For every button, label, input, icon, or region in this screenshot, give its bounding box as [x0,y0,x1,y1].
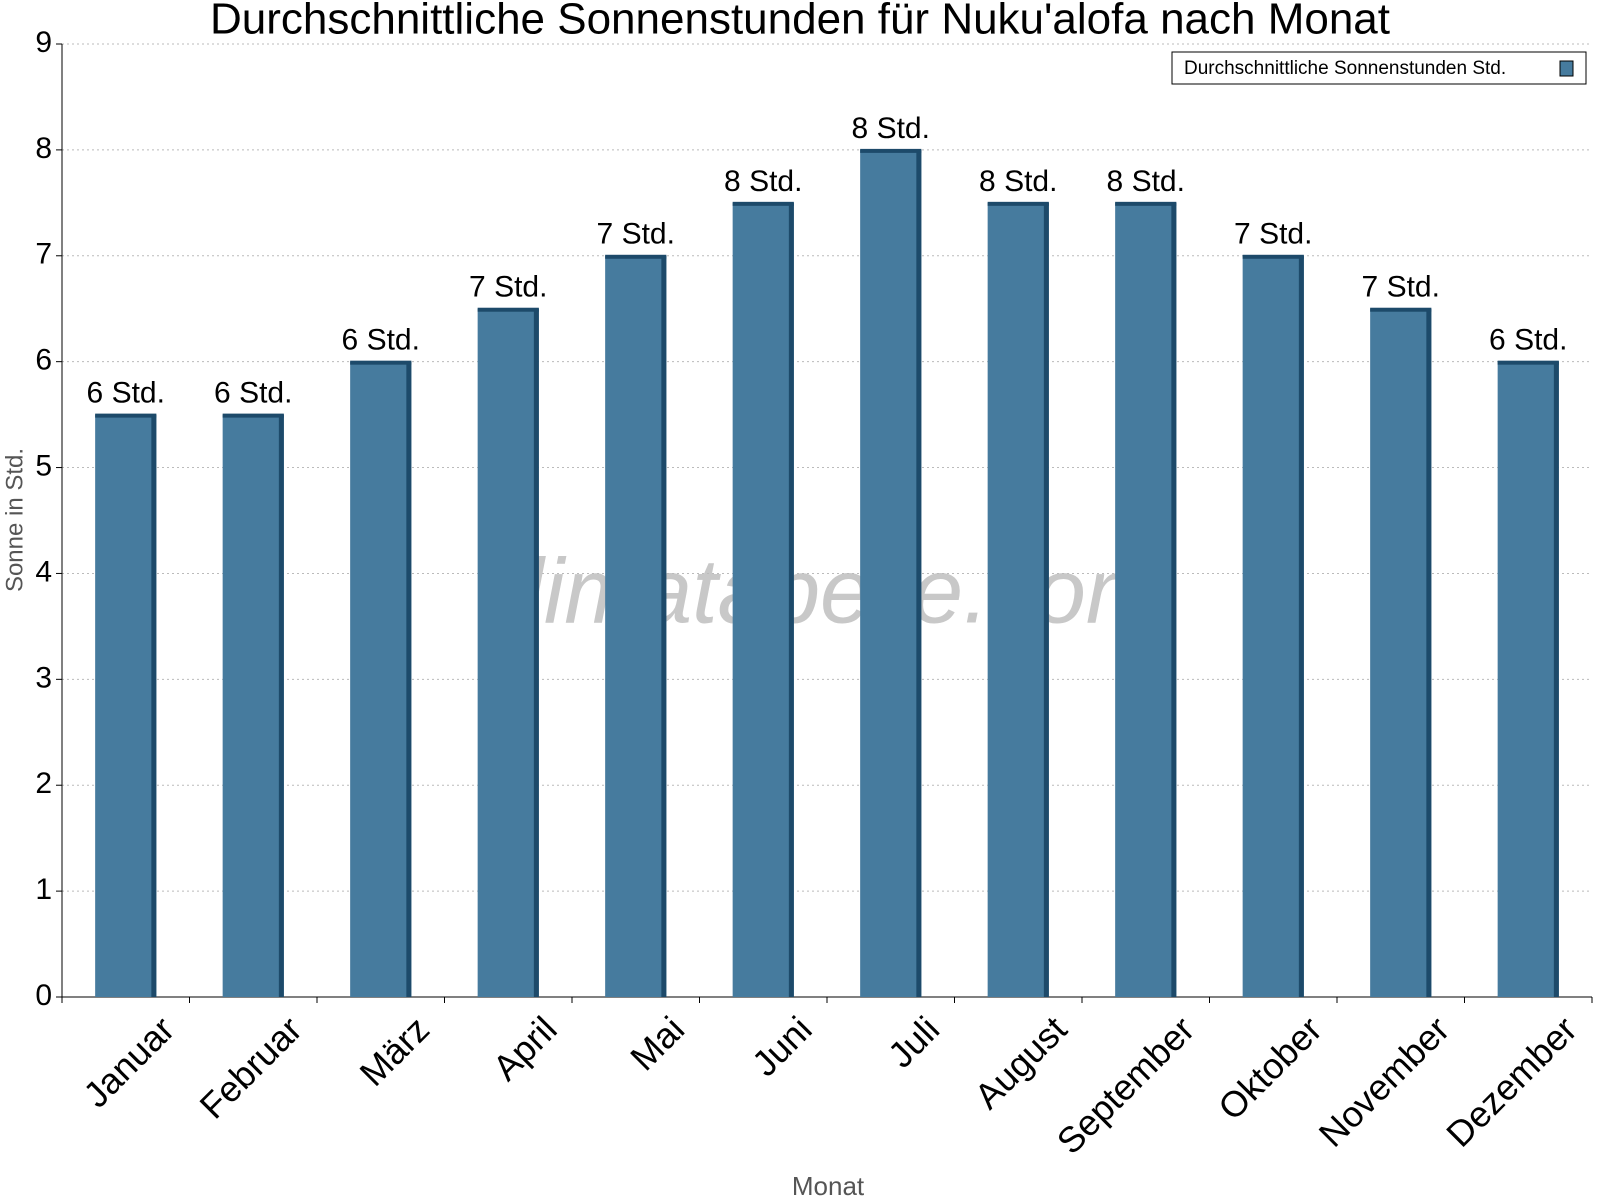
legend-label: Durchschnittliche Sonnenstunden Std. [1184,58,1506,79]
bar-side [406,361,412,998]
y-tick-label: 4 [35,555,52,588]
bar-top [732,201,794,206]
bar [732,202,794,998]
bar-top [987,201,1049,206]
bar-top [860,148,922,153]
bar-top [1497,360,1559,365]
y-tick-label: 7 [35,238,52,271]
y-tick-label: 8 [35,132,52,165]
bar-side [151,414,157,998]
bar [1115,202,1177,998]
bar-top [1115,201,1177,206]
x-tick-label: März [352,1008,438,1094]
value-label: 7 Std. [469,271,547,304]
value-label: 8 Std. [852,112,930,145]
y-tick-label: 1 [35,873,52,906]
bar [1497,361,1559,998]
bar-top [1242,254,1304,259]
chart-title: Durchschnittliche Sonnenstunden für Nuku… [210,0,1390,44]
bar-top [222,413,284,418]
y-tick-label: 2 [35,767,52,800]
value-label: 7 Std. [1362,271,1440,304]
bar-side [1553,361,1559,998]
bar-side [916,149,922,997]
legend: Durchschnittliche Sonnenstunden Std. [1171,51,1587,85]
y-tick-label: 6 [35,344,52,377]
value-label: 6 Std. [214,377,292,410]
bar [860,149,922,997]
value-label: 8 Std. [1107,165,1185,198]
bar [1370,308,1432,997]
value-label: 6 Std. [1489,324,1567,357]
y-tick-label: 3 [35,661,52,694]
bar [95,414,157,998]
bar-side [533,308,539,997]
bar-side [1171,202,1177,998]
bar [222,414,284,998]
value-label: 6 Std. [342,324,420,357]
y-tick-label: 9 [35,26,52,59]
legend-box [1171,51,1587,85]
bar [605,255,667,997]
value-label: 8 Std. [979,165,1057,198]
bar-top [95,413,157,418]
bar-top [477,307,539,312]
bar [477,308,539,997]
x-tick-label: November [1311,1008,1457,1154]
x-tick-label: August [966,1008,1074,1116]
x-tick-label: Februar [192,1008,310,1126]
x-tick-label: Juni [744,1008,820,1084]
bar [987,202,1049,998]
bar-side [1298,255,1304,997]
bar-side [278,414,284,998]
legend-swatch [1559,60,1574,77]
y-axis-label: Sonne in Std. [1,448,28,592]
value-label: 8 Std. [724,165,802,198]
value-label: 7 Std. [1234,218,1312,251]
bar-side [1426,308,1432,997]
watermark: klimatabelle.com [477,540,1162,642]
x-tick-label: September [1049,1008,1203,1162]
bar-side [788,202,794,998]
x-tick-label: Januar [75,1008,182,1115]
bar [1242,255,1304,997]
x-axis-label: Monat [792,1171,865,1200]
bar-side [661,255,667,997]
y-tick-label: 5 [35,449,52,482]
x-tick-label: April [485,1008,565,1088]
bar-top [605,254,667,259]
bar-top [350,360,412,365]
x-tick-label: Mai [622,1008,692,1078]
x-tick-label: Juli [880,1008,947,1075]
value-label: 6 Std. [87,377,165,410]
y-tick-label: 0 [35,979,52,1012]
bar [350,361,412,998]
x-tick-label: Oktober [1210,1008,1330,1128]
bar-side [1043,202,1049,998]
x-tick-label: Dezember [1438,1008,1584,1154]
value-label: 7 Std. [597,218,675,251]
bar-top [1370,307,1432,312]
